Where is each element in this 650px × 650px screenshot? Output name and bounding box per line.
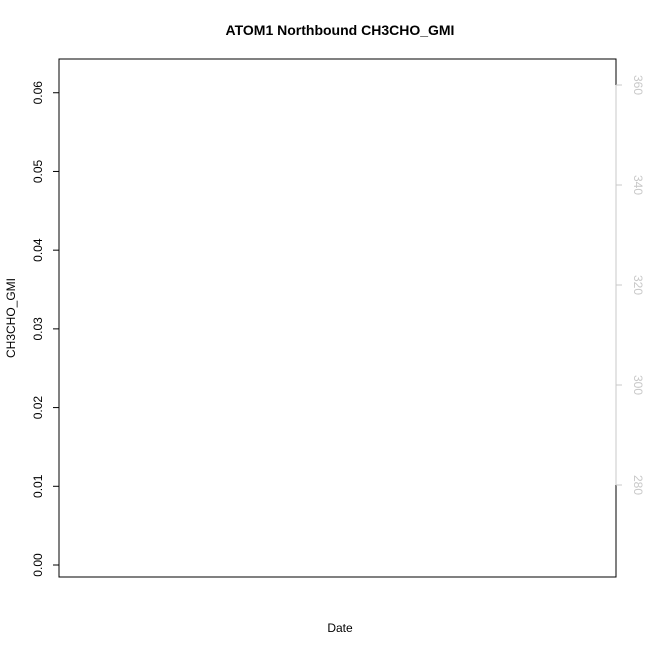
y2-tick-label: 300 — [631, 375, 645, 395]
y-tick-label: 0.05 — [31, 159, 45, 183]
y-tick-label: 0.06 — [31, 81, 45, 105]
y2-tick-label: 280 — [631, 475, 645, 495]
y-axis: 0.00 0.01 0.02 0.03 0.04 0.05 0.06 — [31, 81, 60, 577]
y2-tick-label: 340 — [631, 175, 645, 195]
y-tick-label: 0.04 — [31, 238, 45, 262]
y-axis-label: CH3CHO_GMI — [4, 278, 18, 358]
y2-axis: 280 300 320 340 360 — [615, 75, 645, 495]
y2-tick-label: 360 — [631, 75, 645, 95]
y-tick-label: 0.02 — [31, 396, 45, 420]
y-tick-label: 0.00 — [31, 553, 45, 577]
y-tick-label: 0.01 — [31, 474, 45, 498]
plot-frame — [58, 58, 617, 578]
x-axis-label: Date — [327, 621, 353, 635]
y-tick-label: 0.03 — [31, 317, 45, 341]
y2-tick-label: 320 — [631, 275, 645, 295]
chart-title: ATOM1 Northbound CH3CHO_GMI — [226, 22, 455, 38]
